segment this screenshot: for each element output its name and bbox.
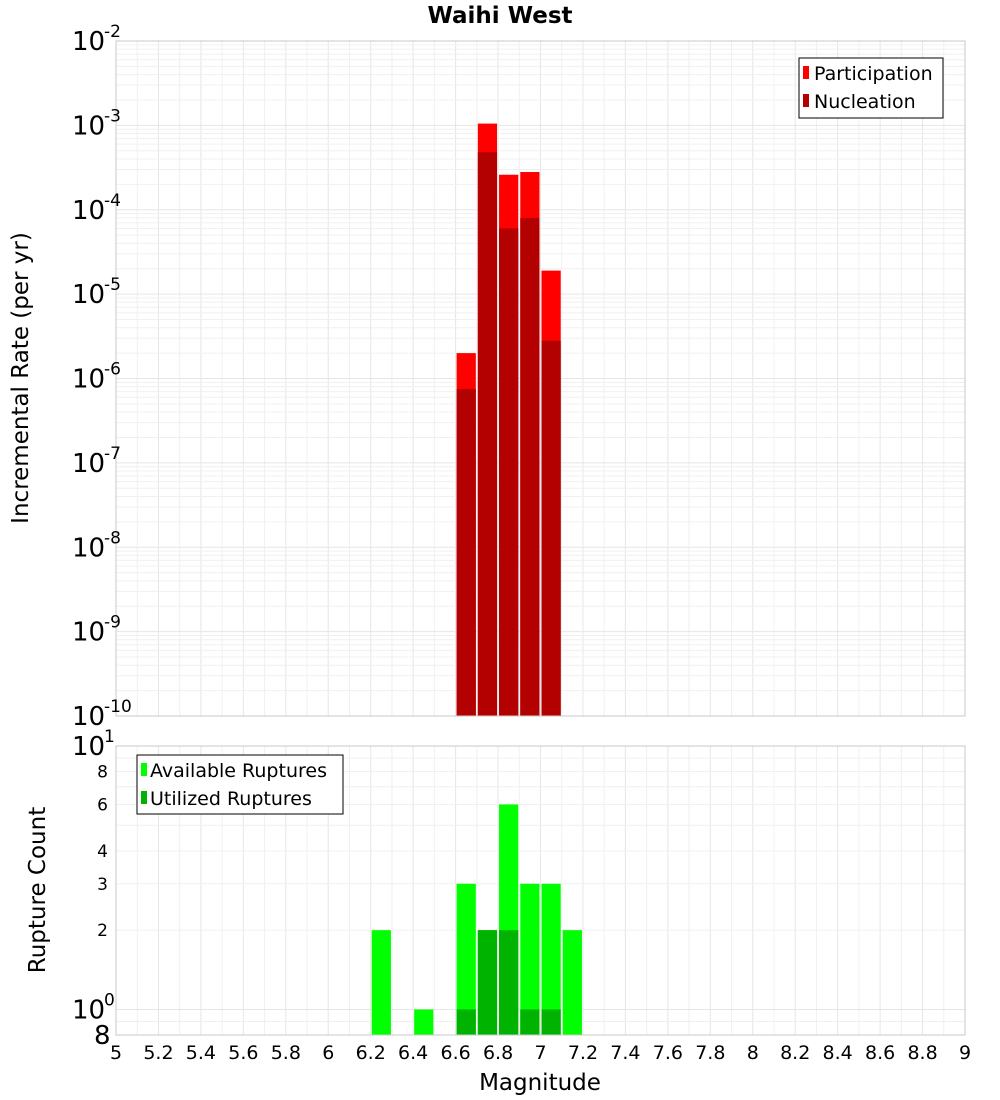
x-tick-label: 8.8 — [907, 1042, 937, 1064]
rate-y-tick-exponent: -6 — [104, 360, 121, 380]
x-tick-label: 5.8 — [271, 1042, 301, 1064]
legend-swatch-nucleation — [803, 94, 809, 107]
available-ruptures-bar — [541, 883, 561, 1035]
count-bars — [371, 804, 582, 1035]
chart-title: Waihi West — [427, 3, 572, 29]
x-tick-label: 7 — [534, 1042, 546, 1064]
legend-label-participation: Participation — [814, 63, 933, 85]
legend-label-utilized: Utilized Ruptures — [150, 788, 312, 810]
x-tick-label: 6.6 — [440, 1042, 470, 1064]
rate-y-tick-exponent: -10 — [104, 697, 132, 717]
rate-y-tick-exponent: -8 — [104, 528, 121, 548]
count-y-tick-label: 4 — [97, 842, 108, 862]
x-tick-label: 5.4 — [186, 1042, 216, 1064]
count-y-tick-label: 2 — [97, 921, 108, 941]
rate-y-tick-exponent: -7 — [104, 444, 121, 464]
nucleation-bar — [520, 217, 540, 716]
count-y-tick-label: 8 — [97, 763, 108, 783]
count-y-tick-label: 10 — [72, 995, 105, 1025]
count-y-tick-label: 3 — [97, 875, 108, 895]
x-tick-label: 8 — [747, 1042, 759, 1064]
count-y-axis-label: Rupture Count — [25, 807, 51, 973]
rate-y-tick-label: 10 — [72, 365, 105, 395]
count-x-ticks: 5 5.2 5.4 5.6 5.8 6 6.2 6.4 6.6 6.8 7 7.2 7.4 7.6 7.8 8… — [110, 1042, 971, 1064]
rate-grid — [115, 41, 966, 717]
rate-y-tick-label: 10 — [72, 27, 105, 57]
utilized-ruptures-bar — [477, 930, 498, 1035]
x-axis-label: Magnitude — [479, 1070, 601, 1096]
legend-label-nucleation: Nucleation — [814, 91, 916, 113]
rate-y-tick-label: 10 — [72, 702, 105, 732]
rate-y-tick-exponent: -9 — [104, 613, 121, 633]
rate-y-tick-label: 10 — [72, 111, 105, 141]
x-tick-label: 5.2 — [143, 1042, 173, 1064]
utilized-ruptures-bar — [456, 1009, 476, 1035]
legend-swatch-utilized — [141, 791, 147, 804]
count-plot-frame — [115, 745, 966, 1036]
available-ruptures-bar — [520, 883, 540, 1035]
nucleation-bar — [477, 152, 498, 716]
rate-y-tick-label: 10 — [72, 618, 105, 648]
x-tick-label: 6.8 — [483, 1042, 513, 1064]
count-legend: Available Ruptures Utilized Ruptures — [136, 754, 344, 815]
available-ruptures-bar — [414, 1009, 434, 1035]
legend-swatch-available — [141, 763, 147, 776]
rate-y-tick-exponent: -3 — [104, 106, 121, 126]
x-tick-label: 8.2 — [780, 1042, 810, 1064]
x-tick-label: 5.6 — [228, 1042, 258, 1064]
x-tick-label: 7.2 — [568, 1042, 598, 1064]
rate-legend: Participation Nucleation — [798, 57, 944, 119]
rate-legend-box — [798, 57, 944, 119]
rate-y-tick-exponent: -2 — [104, 22, 121, 42]
x-tick-label: 7.4 — [610, 1042, 640, 1064]
rate-y-tick-label: 10 — [72, 533, 105, 563]
rate-y-tick-exponent: -4 — [104, 191, 121, 211]
rate-y-axis-label: Incremental Rate (per yr) — [8, 232, 34, 524]
count-y-tick-label: 6 — [97, 795, 108, 815]
rate-plot-frame — [115, 40, 966, 717]
available-ruptures-bar — [456, 883, 476, 1035]
legend-label-available: Available Ruptures — [150, 760, 327, 782]
x-tick-label: 7.6 — [653, 1042, 683, 1064]
legend-swatch-participation — [803, 66, 809, 79]
rate-y-tick-exponent: -5 — [104, 275, 121, 295]
nucleation-bar — [541, 340, 561, 716]
x-tick-label: 5 — [110, 1042, 122, 1064]
nucleation-bar — [456, 389, 476, 716]
available-ruptures-bar — [562, 930, 582, 1035]
x-tick-label: 7.8 — [695, 1042, 725, 1064]
x-tick-label: 9 — [959, 1042, 971, 1064]
x-tick-label: 8.4 — [823, 1042, 853, 1064]
available-ruptures-bar — [371, 930, 391, 1035]
utilized-ruptures-bar — [499, 930, 519, 1035]
rate-y-tick-label: 10 — [72, 280, 105, 310]
utilized-ruptures-bar — [541, 1009, 561, 1035]
nucleation-bar — [499, 228, 519, 716]
rate-y-tick-label: 10 — [72, 449, 105, 479]
count-legend-box — [136, 754, 344, 815]
rate-bars — [456, 123, 561, 716]
x-tick-label: 6.4 — [398, 1042, 428, 1064]
count-y-tick-exponent: 0 — [104, 990, 115, 1010]
count-y-tick-label: 10 — [72, 732, 105, 762]
count-y-tick-exponent: 1 — [104, 727, 115, 747]
x-tick-label: 6.2 — [356, 1042, 386, 1064]
rate-y-tick-label: 10 — [72, 196, 105, 226]
x-tick-label: 6 — [322, 1042, 334, 1064]
count-y-tick-label: 8 — [94, 1021, 111, 1051]
utilized-ruptures-bar — [520, 1009, 540, 1035]
x-tick-label: 8.6 — [865, 1042, 895, 1064]
